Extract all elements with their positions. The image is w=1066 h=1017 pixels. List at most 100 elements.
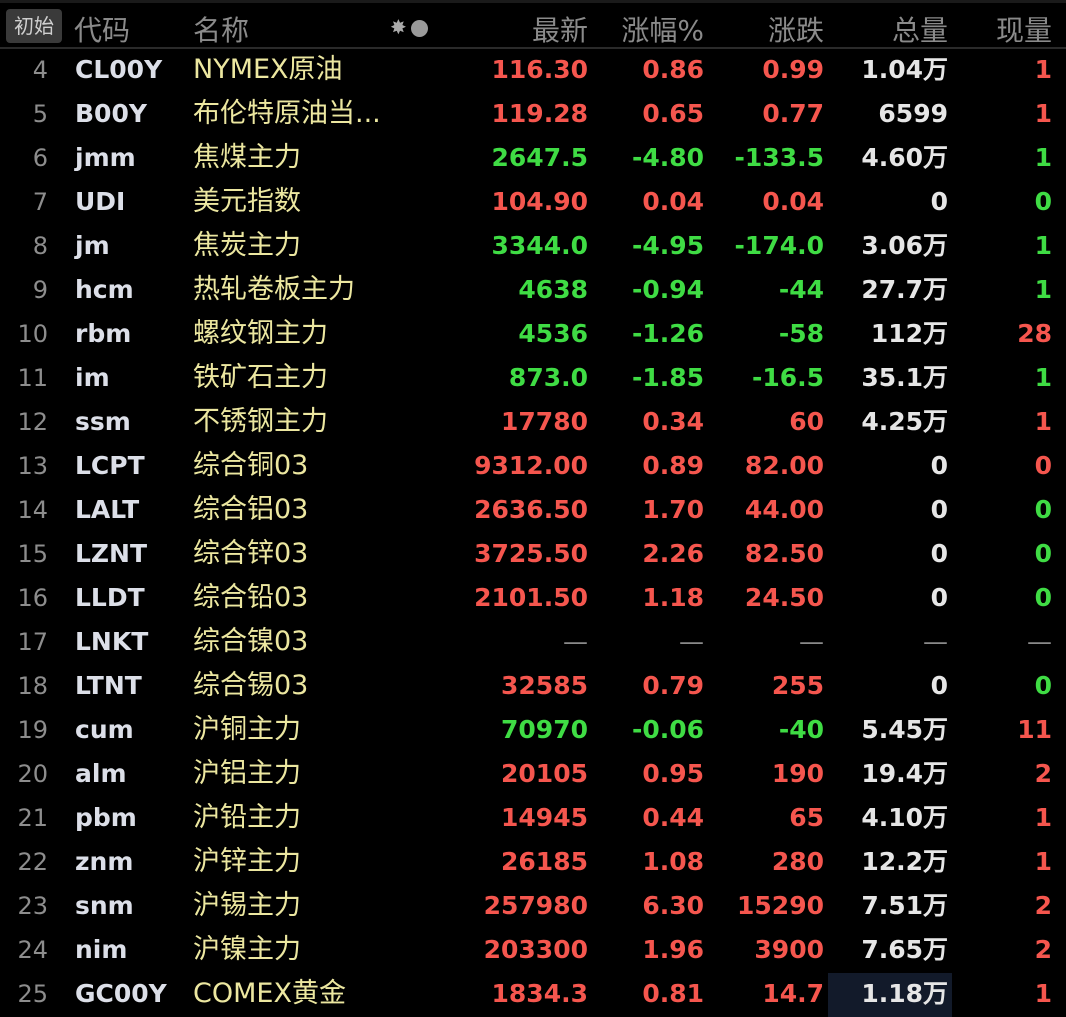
total-volume: 6599 <box>878 99 948 128</box>
table-row[interactable]: 10 rbm 螺纹钢主力 4536 -1.26 -58 112万 28 <box>0 313 1066 357</box>
table-row[interactable]: 22 znm 沪锌主力 26185 1.08 280 12.2万 1 <box>0 841 1066 885</box>
table-row[interactable]: 21 pbm 沪铅主力 14945 0.44 65 4.10万 1 <box>0 797 1066 841</box>
symbol-name: 综合锌03 <box>193 538 309 569</box>
total-volume: 35.1万 <box>861 363 948 392</box>
table-row[interactable]: 14 LALT 综合铝03 2636.50 1.70 44.00 0 0 <box>0 489 1066 533</box>
row-number: 16 <box>17 584 48 612</box>
last-price: 119.28 <box>491 99 588 128</box>
change-value: 255 <box>771 671 824 700</box>
total-volume: 1.04万 <box>861 55 948 84</box>
change-value: -40 <box>778 715 824 744</box>
current-volume: 2 <box>1034 759 1052 788</box>
table-row[interactable]: 8 jm 焦炭主力 3344.0 -4.95 -174.0 3.06万 1 <box>0 225 1066 269</box>
symbol-code: jm <box>75 231 110 260</box>
row-number: 4 <box>32 56 48 84</box>
table-row[interactable]: 16 LLDT 综合铅03 2101.50 1.18 24.50 0 0 <box>0 577 1066 621</box>
change-value: 44.00 <box>744 495 824 524</box>
table-row[interactable]: 13 LCPT 综合铜03 9312.00 0.89 82.00 0 0 <box>0 445 1066 489</box>
table-row[interactable]: 11 im 铁矿石主力 873.0 -1.85 -16.5 35.1万 1 <box>0 357 1066 401</box>
symbol-name: 焦煤主力 <box>193 142 301 173</box>
column-header-name[interactable]: 名称 <box>193 14 250 47</box>
last-price: 257980 <box>483 891 588 920</box>
row-number: 11 <box>17 364 48 392</box>
change-percent: -1.85 <box>631 363 704 392</box>
change-percent: 0.95 <box>642 759 704 788</box>
total-volume: 1.18万 <box>861 979 948 1008</box>
symbol-code: LZNT <box>75 539 148 568</box>
table-row[interactable]: 4 CL00Y NYMEX原油 116.30 0.86 0.99 1.04万 1 <box>0 49 1066 93</box>
sun-icon[interactable]: ✸ <box>390 15 407 39</box>
change-percent: 1.08 <box>642 847 704 876</box>
table-row[interactable]: 5 B00Y 布伦特原油当... 119.28 0.65 0.77 6599 1 <box>0 93 1066 137</box>
table-row[interactable]: 20 alm 沪铝主力 20105 0.95 190 19.4万 2 <box>0 753 1066 797</box>
total-volume: 4.10万 <box>861 803 948 832</box>
table-row[interactable]: 18 LTNT 综合锡03 32585 0.79 255 0 0 <box>0 665 1066 709</box>
total-volume: 112万 <box>870 319 948 348</box>
symbol-name: NYMEX原油 <box>193 54 343 85</box>
total-volume: 5.45万 <box>861 715 948 744</box>
change-percent: -0.94 <box>631 275 704 304</box>
init-button[interactable]: 初始 <box>6 9 62 43</box>
change-value: -58 <box>778 319 824 348</box>
current-volume: 1 <box>1034 407 1052 436</box>
total-volume: 0 <box>930 495 948 524</box>
table-row[interactable]: 23 snm 沪锡主力 257980 6.30 15290 7.51万 2 <box>0 885 1066 929</box>
current-volume: 1 <box>1034 275 1052 304</box>
symbol-code: znm <box>75 847 134 876</box>
symbol-name: 综合铜03 <box>193 450 309 481</box>
change-percent: 2.26 <box>642 539 704 568</box>
column-header-pct[interactable]: 涨幅% <box>621 14 704 47</box>
total-volume: 19.4万 <box>861 759 948 788</box>
row-number: 20 <box>17 760 48 788</box>
change-value: 0.77 <box>762 99 824 128</box>
table-row[interactable]: 24 nim 沪镍主力 203300 1.96 3900 7.65万 2 <box>0 929 1066 973</box>
current-volume: 0 <box>1034 539 1052 568</box>
column-header-last[interactable]: 最新 <box>531 14 588 47</box>
circle-icon[interactable] <box>410 20 428 37</box>
total-volume: 0 <box>930 451 948 480</box>
table-row[interactable]: 12 ssm 不锈钢主力 17780 0.34 60 4.25万 1 <box>0 401 1066 445</box>
change-percent: 0.86 <box>642 55 704 84</box>
last-price: 20105 <box>501 759 588 788</box>
column-header-current[interactable]: 现量 <box>995 14 1052 47</box>
row-number: 7 <box>32 188 48 216</box>
total-volume: 0 <box>930 583 948 612</box>
table-row[interactable]: 6 jmm 焦煤主力 2647.5 -4.80 -133.5 4.60万 1 <box>0 137 1066 181</box>
last-price: 203300 <box>483 935 588 964</box>
change-percent: 6.30 <box>642 891 704 920</box>
column-header-code[interactable]: 代码 <box>74 14 131 47</box>
symbol-code: LNKT <box>75 627 149 656</box>
table-row[interactable]: 25 GC00Y COMEX黄金 1834.3 0.81 14.7 1.18万 1 <box>0 973 1066 1017</box>
current-volume: 0 <box>1034 671 1052 700</box>
change-percent: -4.95 <box>631 231 704 260</box>
change-value: 82.00 <box>744 451 824 480</box>
change-value: 14.7 <box>762 979 824 1008</box>
change-percent: 1.18 <box>642 583 704 612</box>
column-header-volume[interactable]: 总量 <box>891 14 948 47</box>
column-header-change[interactable]: 涨跌 <box>767 14 824 47</box>
row-number: 10 <box>17 320 48 348</box>
current-volume: 1 <box>1034 979 1052 1008</box>
top-border <box>0 0 1066 3</box>
current-volume: 1 <box>1034 231 1052 260</box>
change-value: 60 <box>789 407 824 436</box>
symbol-code: snm <box>75 891 134 920</box>
change-value: 24.50 <box>744 583 824 612</box>
table-row[interactable]: 7 UDI 美元指数 104.90 0.04 0.04 0 0 <box>0 181 1066 225</box>
change-percent: — <box>679 627 704 656</box>
current-volume: 2 <box>1034 891 1052 920</box>
total-volume: 4.25万 <box>861 407 948 436</box>
symbol-name: 综合铝03 <box>193 494 309 525</box>
table-row[interactable]: 9 hcm 热轧卷板主力 4638 -0.94 -44 27.7万 1 <box>0 269 1066 313</box>
current-volume: 1 <box>1034 803 1052 832</box>
last-price: — <box>563 627 588 656</box>
table-row[interactable]: 19 cum 沪铜主力 70970 -0.06 -40 5.45万 11 <box>0 709 1066 753</box>
total-volume: 7.65万 <box>861 935 948 964</box>
table-row[interactable]: 15 LZNT 综合锌03 3725.50 2.26 82.50 0 0 <box>0 533 1066 577</box>
table-header: 初始 代码 名称 ✸ 最新 涨幅% 涨跌 总量 现量 <box>0 3 1066 49</box>
change-value: — <box>799 627 824 656</box>
table-row[interactable]: 17 LNKT 综合镍03 — — — — — <box>0 621 1066 665</box>
last-price: 9312.00 <box>474 451 588 480</box>
change-percent: -0.06 <box>631 715 704 744</box>
change-value: 190 <box>771 759 824 788</box>
